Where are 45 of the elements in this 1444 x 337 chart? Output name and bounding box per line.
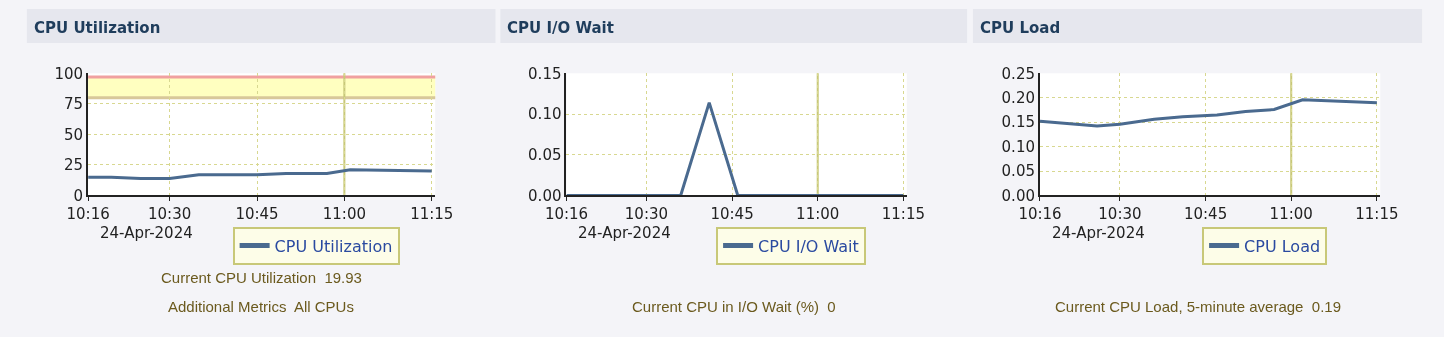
text: 24-Apr-2024 (100, 224, 193, 242)
text: Current CPU in I/O Wait (%) 0 (632, 298, 836, 315)
x-tick-label: 11:00 (796, 205, 840, 224)
y-tick-label: 25 (64, 156, 84, 175)
x-tick-label: 10:45 (235, 205, 279, 224)
x-tick-label: 11:00 (322, 205, 366, 224)
x-tick-label: 11:15 (1355, 205, 1399, 224)
chart-title: CPU Load (980, 19, 1061, 37)
y-tick-label: 50 (64, 125, 84, 144)
text: Current CPU Load, 5-minute average 0.19 (1055, 298, 1341, 315)
x-tick-label: 10:45 (1183, 205, 1228, 224)
x-tick-label: 11:00 (1269, 205, 1313, 224)
y-tick-label: 0.20 (1001, 89, 1035, 108)
x-tick-label: 10:16 (544, 205, 589, 224)
y-tick-label: 0.00 (528, 186, 562, 205)
text: Current CPU Utilization 19.93 (161, 269, 362, 286)
text: 24-Apr-2024 (578, 224, 671, 242)
x-tick-label: 10:30 (624, 205, 669, 224)
line-series (1040, 98, 1379, 128)
text: 24-Apr-2024 (1052, 224, 1145, 242)
legend-label: CPU Utilization (274, 236, 393, 256)
x-tick-label: 11:15 (881, 205, 925, 224)
x-tick-label: 10:30 (1098, 205, 1142, 224)
x-tick-label: 10:16 (1018, 205, 1062, 224)
legend-label: CPU Load (1244, 236, 1321, 256)
y-tick-label: 0.00 (1001, 186, 1035, 205)
x-tick-label: 11:15 (410, 205, 454, 224)
y-tick-label: 0.10 (528, 105, 562, 124)
y-tick-label: 0.25 (1001, 64, 1035, 83)
x-tick-label: 10:45 (710, 205, 754, 224)
y-tick-label: 0.05 (1001, 162, 1035, 181)
chart-title: CPU I/O Wait (507, 19, 614, 37)
x-tick-label: 10:16 (66, 205, 110, 224)
y-tick-label: 0.15 (528, 64, 562, 83)
y-tick-label: 0.05 (528, 146, 562, 165)
text: Additional Metrics All CPUs (168, 298, 354, 315)
y-tick-label: 0 (73, 186, 84, 205)
legend-label: CPU I/O Wait (758, 236, 859, 256)
y-tick-label: 0.10 (1001, 137, 1035, 156)
y-tick-label: 100 (54, 64, 84, 83)
line-series (88, 168, 434, 180)
chart-title: CPU Utilization (34, 19, 161, 37)
x-tick-label: 10:30 (148, 205, 192, 224)
y-tick-label: 0.15 (1001, 113, 1035, 132)
y-tick-label: 75 (64, 95, 84, 114)
